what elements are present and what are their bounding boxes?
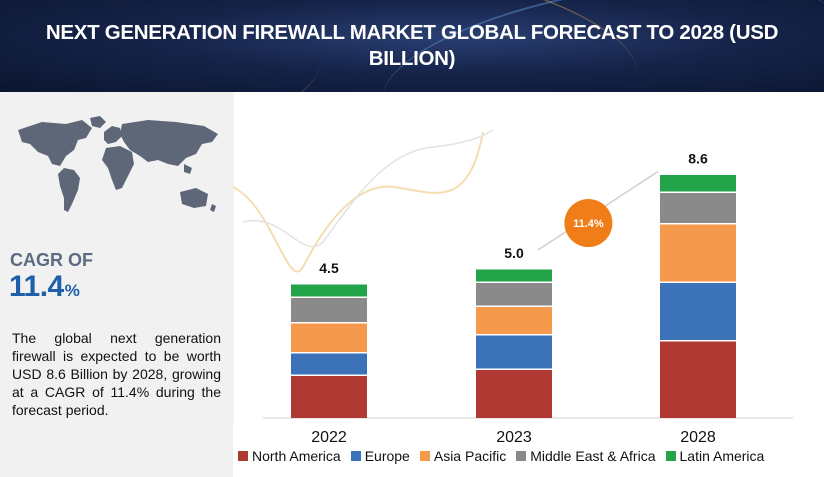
cagr-badge-circle	[564, 199, 613, 248]
stacked-bar-chart: 4.5 2022 5.0 2023 8.6 2028 11.4%	[233, 92, 793, 446]
bar-segment-europe-2023	[476, 335, 552, 369]
cagr-unit: %	[64, 281, 80, 300]
market-description: The global next generation firewall is e…	[12, 330, 221, 418]
bar-segment-latin-america-2022	[291, 284, 367, 297]
bar-segment-north-america-2023	[476, 370, 552, 418]
cagr-number: 11.4	[9, 270, 64, 303]
bar-segment-latin-america-2028	[660, 175, 736, 192]
bar-segment-asia-pacific-2023	[476, 307, 552, 334]
bar-segment-middle-east-africa-2023	[476, 283, 552, 306]
bar-segment-north-america-2022	[291, 376, 367, 418]
legend-swatch	[419, 451, 430, 461]
legend-item: Europe	[350, 448, 410, 464]
bar-stacks: 4.5 2022 5.0 2023 8.6 2028	[291, 151, 736, 446]
legend-label: Europe	[364, 448, 410, 464]
legend-item: Latin America	[665, 448, 765, 464]
cagr-badge: 11.4%	[564, 199, 613, 248]
chart-title: NEXT GENERATION FIREWALL MARKET GLOBAL F…	[45, 21, 779, 70]
bar-total-label: 8.6	[688, 151, 708, 167]
x-tick-label: 2023	[496, 429, 532, 446]
bar-segment-asia-pacific-2028	[660, 224, 736, 282]
cagr-value: 11.4%	[9, 270, 80, 304]
legend-item: Asia Pacific	[419, 448, 507, 464]
cagr-label: CAGR OF	[10, 250, 93, 270]
legend-item: Middle East & Africa	[516, 448, 656, 464]
header-banner: NEXT GENERATION FIREWALL MARKET GLOBAL F…	[0, 0, 824, 92]
bar-segment-europe-2022	[291, 353, 367, 375]
cagr-badge-label: 11.4%	[573, 218, 604, 230]
legend-label: Latin America	[679, 448, 765, 464]
world-map-icon	[18, 116, 218, 212]
bar-segment-middle-east-africa-2028	[660, 193, 736, 223]
decorative-swoosh	[242, 129, 494, 248]
legend-swatch	[238, 451, 248, 461]
bar-segment-latin-america-2023	[476, 269, 552, 282]
bar-segment-middle-east-africa-2022	[291, 298, 367, 322]
x-tick-label: 2028	[680, 429, 716, 446]
legend-swatch	[350, 451, 361, 461]
legend-swatch	[516, 451, 527, 461]
bar-total-label: 5.0	[504, 245, 524, 261]
chart-legend: North America Europe Asia Pacific Middle Ea…	[238, 448, 820, 464]
x-tick-label: 2022	[311, 429, 347, 446]
bar-total-label: 4.5	[319, 260, 339, 276]
legend-label: Asia Pacific	[433, 448, 507, 464]
legend-item: North America	[238, 448, 341, 464]
bar-segment-north-america-2028	[660, 341, 736, 418]
legend-swatch	[665, 451, 676, 461]
summary-panel: CAGR OF 11.4% The global next generation…	[0, 92, 233, 477]
legend-label: Middle East & Africa	[530, 448, 656, 464]
bar-segment-asia-pacific-2022	[291, 323, 367, 352]
legend-label: North America	[252, 448, 341, 464]
decorative-swoosh	[233, 131, 484, 273]
bar-segment-europe-2028	[660, 283, 736, 340]
